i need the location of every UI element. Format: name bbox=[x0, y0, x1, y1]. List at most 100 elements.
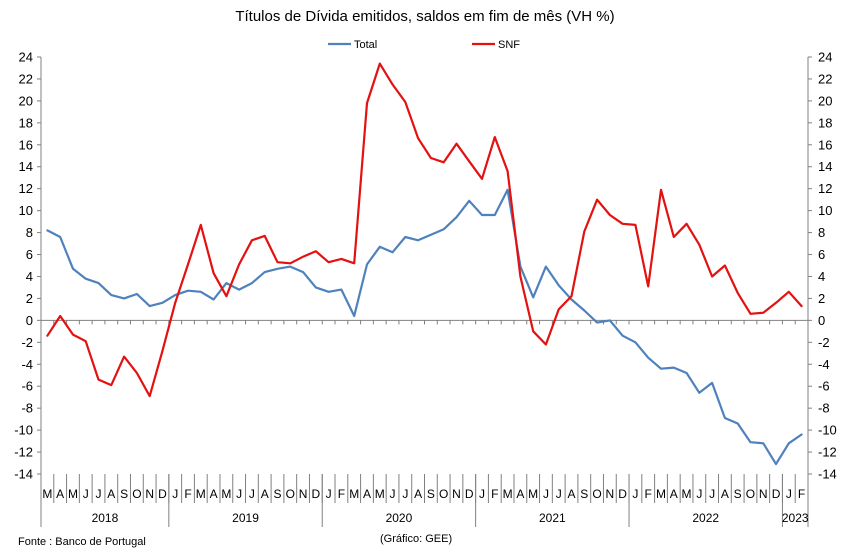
y-tick-label-right: -6 bbox=[818, 379, 830, 394]
x-tick-label: N bbox=[452, 487, 461, 501]
x-tick-label: M bbox=[375, 487, 385, 501]
x-tick-label: S bbox=[120, 487, 128, 501]
y-tick-label-right: 16 bbox=[818, 137, 832, 152]
x-tick-label: F bbox=[645, 487, 652, 501]
y-tick-label-left: 12 bbox=[19, 181, 33, 196]
x-tick-label: M bbox=[196, 487, 206, 501]
y-tick-label-right: 2 bbox=[818, 291, 825, 306]
chart-title: Títulos de Dívida emitidos, saldos em fi… bbox=[235, 8, 615, 25]
x-tick-label: J bbox=[632, 487, 638, 501]
y-tick-label-left: -12 bbox=[14, 445, 33, 460]
x-tick-label: O bbox=[132, 487, 141, 501]
y-tick-label-right: 8 bbox=[818, 225, 825, 240]
y-tick-label-left: 2 bbox=[26, 291, 33, 306]
x-tick-label: F bbox=[798, 487, 805, 501]
y-tick-label-left: 14 bbox=[19, 159, 33, 174]
x-tick-label: A bbox=[721, 487, 729, 501]
y-tick-label-left: 22 bbox=[19, 71, 33, 86]
x-tick-label: O bbox=[592, 487, 601, 501]
series-line-snf bbox=[46, 62, 803, 398]
year-label: 2022 bbox=[692, 511, 719, 525]
x-tick-label: A bbox=[414, 487, 422, 501]
y-tick-label-left: 6 bbox=[26, 247, 33, 262]
credit-note: (Gráfico: GEE) bbox=[380, 533, 453, 545]
x-tick-label: D bbox=[772, 487, 781, 501]
y-tick-label-left: -6 bbox=[21, 379, 33, 394]
x-tick-label: O bbox=[439, 487, 448, 501]
x-tick-label: S bbox=[734, 487, 742, 501]
x-tick-label: M bbox=[221, 487, 231, 501]
y-tick-label-left: -14 bbox=[14, 467, 33, 482]
x-tick-label: J bbox=[390, 487, 396, 501]
x-tick-label: N bbox=[299, 487, 308, 501]
year-label: 2021 bbox=[539, 511, 566, 525]
x-tick-label: A bbox=[363, 487, 371, 501]
x-tick-label: M bbox=[656, 487, 666, 501]
legend-label-snf: SNF bbox=[498, 39, 520, 51]
y-tick-label-right: 6 bbox=[818, 247, 825, 262]
x-tick-label: A bbox=[516, 487, 524, 501]
x-tick-label: A bbox=[261, 487, 269, 501]
y-tick-label-right: 22 bbox=[818, 71, 832, 86]
x-tick-label: O bbox=[746, 487, 755, 501]
x-tick-label: O bbox=[286, 487, 295, 501]
x-tick-label: M bbox=[68, 487, 78, 501]
y-tick-label-left: 16 bbox=[19, 137, 33, 152]
y-tick-label-right: -14 bbox=[818, 467, 837, 482]
x-tick-label: A bbox=[107, 487, 115, 501]
legend-label-total: Total bbox=[354, 39, 377, 51]
y-tick-label-right: 14 bbox=[818, 159, 832, 174]
x-tick-label: A bbox=[568, 487, 576, 501]
x-tick-label: S bbox=[273, 487, 281, 501]
x-tick-label: M bbox=[349, 487, 359, 501]
x-tick-label: M bbox=[682, 487, 692, 501]
x-tick-label: J bbox=[83, 487, 89, 501]
x-tick-label: D bbox=[618, 487, 627, 501]
x-tick-label: J bbox=[543, 487, 549, 501]
y-tick-label-left: -4 bbox=[21, 357, 33, 372]
x-tick-label: N bbox=[759, 487, 768, 501]
year-label: 2023 bbox=[782, 511, 809, 525]
x-tick-label: J bbox=[96, 487, 102, 501]
y-tick-label-right: 4 bbox=[818, 269, 825, 284]
y-tick-label-left: -10 bbox=[14, 423, 33, 438]
y-tick-label-right: 0 bbox=[818, 313, 825, 328]
x-tick-label: S bbox=[427, 487, 435, 501]
y-tick-label-left: -2 bbox=[21, 335, 33, 350]
x-tick-label: A bbox=[210, 487, 218, 501]
y-tick-label-right: -8 bbox=[818, 401, 830, 416]
year-label: 2018 bbox=[92, 511, 119, 525]
y-tick-label-left: 4 bbox=[26, 269, 33, 284]
x-tick-label: A bbox=[56, 487, 64, 501]
x-tick-label: F bbox=[184, 487, 191, 501]
x-tick-label: F bbox=[491, 487, 498, 501]
x-tick-label: J bbox=[709, 487, 715, 501]
y-tick-label-left: 0 bbox=[26, 313, 33, 328]
y-tick-label-left: 8 bbox=[26, 225, 33, 240]
x-tick-label: D bbox=[312, 487, 321, 501]
y-tick-label-left: -8 bbox=[21, 401, 33, 416]
y-tick-label-right: -12 bbox=[818, 445, 837, 460]
year-label: 2019 bbox=[232, 511, 259, 525]
x-tick-label: J bbox=[326, 487, 332, 501]
x-tick-label: M bbox=[42, 487, 52, 501]
x-tick-label: J bbox=[696, 487, 702, 501]
y-tick-label-right: -4 bbox=[818, 357, 830, 372]
x-tick-label: J bbox=[236, 487, 242, 501]
year-label: 2020 bbox=[386, 511, 413, 525]
x-tick-label: J bbox=[402, 487, 408, 501]
x-tick-label: J bbox=[786, 487, 792, 501]
source-note: Fonte : Banco de Portugal bbox=[18, 536, 146, 548]
y-tick-label-right: -10 bbox=[818, 423, 837, 438]
x-tick-label: N bbox=[145, 487, 154, 501]
y-tick-label-left: 20 bbox=[19, 93, 33, 108]
x-tick-label: S bbox=[580, 487, 588, 501]
x-tick-label: D bbox=[465, 487, 474, 501]
x-tick-label: J bbox=[556, 487, 562, 501]
y-tick-label-left: 18 bbox=[19, 115, 33, 130]
x-tick-label: J bbox=[172, 487, 178, 501]
x-tick-label: F bbox=[338, 487, 345, 501]
y-tick-label-right: -2 bbox=[818, 335, 830, 350]
